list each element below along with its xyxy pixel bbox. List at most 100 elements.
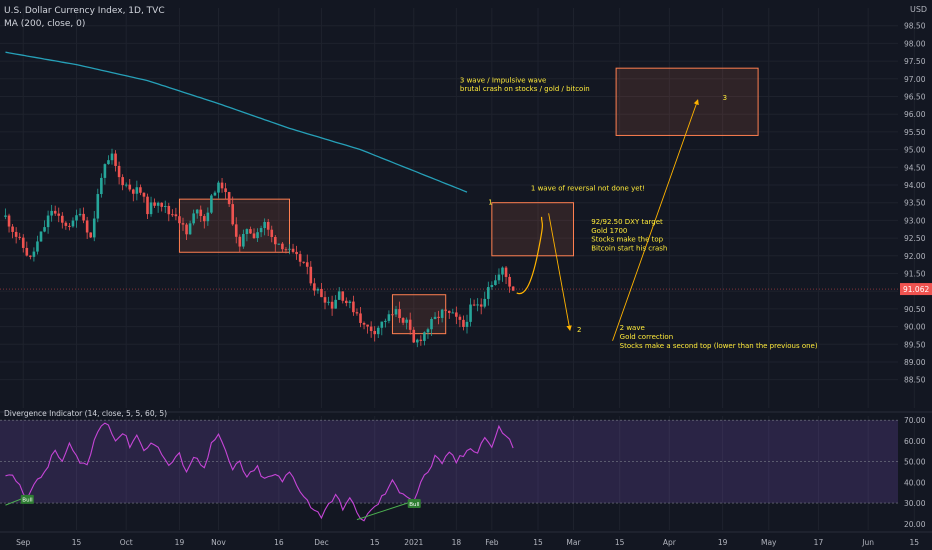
time-tick-label: May (761, 538, 777, 547)
annotation-text: Gold correction (620, 333, 674, 341)
candle-body (284, 249, 288, 251)
ma-line (5, 51, 468, 193)
indicator-pane: Bull Bull Divergence Indicator (14, close,… (0, 409, 932, 529)
candle-body (82, 213, 85, 221)
candle-body (416, 339, 419, 343)
price-tick-label: 98.00 (904, 39, 926, 48)
candle-body (36, 241, 39, 252)
candle-body (7, 215, 11, 227)
candle-body (398, 309, 401, 319)
candle-body (231, 204, 234, 225)
price-tick-label: 96.50 (904, 92, 926, 101)
candle-body (423, 332, 426, 341)
price-tick-label: 90.50 (904, 305, 926, 314)
candle-body (497, 274, 501, 281)
candle-body (302, 261, 305, 263)
candle-body (110, 153, 114, 161)
candle-body (348, 301, 352, 304)
time-tick-label: 15 (370, 538, 380, 547)
candle-body (171, 214, 174, 216)
candle-body (433, 316, 437, 320)
candle-body (341, 291, 345, 301)
price-axis[interactable]: 88.5089.0089.5090.0090.5091.0091.5092.00… (900, 22, 932, 385)
candle-body (345, 300, 348, 304)
candle-body (68, 225, 71, 227)
annotation-box (178, 198, 290, 253)
candle-body (451, 312, 455, 314)
time-tick-label: Jun (861, 538, 874, 547)
candle-body (89, 232, 92, 238)
candle-body (487, 287, 490, 299)
annotation-text: 3 (723, 94, 727, 102)
candle-body (359, 313, 362, 323)
candle-body (408, 319, 412, 330)
price-tick-label: 89.50 (904, 340, 926, 349)
wave-1-curve (516, 216, 544, 295)
candle-body (238, 236, 242, 247)
candle-body (458, 316, 462, 320)
candles (4, 148, 515, 348)
indicator-tick-label: 30.00 (904, 499, 926, 508)
candle-body (11, 226, 14, 232)
candle-body (153, 202, 156, 206)
candle-body (181, 223, 185, 225)
price-tick-label: 97.50 (904, 57, 926, 66)
candle-body (369, 326, 373, 331)
candle-body (270, 229, 274, 237)
time-tick-label: 2021 (404, 538, 423, 547)
candle-body (160, 202, 163, 207)
annotation-box (615, 67, 759, 136)
indicator-title: Divergence Indicator (14, close, 5, 5, 6… (4, 409, 167, 418)
candle-body (210, 195, 213, 213)
candle-body (426, 329, 430, 333)
annotation-text: Stocks make a second top (lower than the… (620, 342, 818, 350)
time-tick-label: 17 (814, 538, 824, 547)
candle-body (511, 286, 515, 291)
candle-body (39, 231, 43, 242)
candle-body (465, 321, 469, 327)
candle-body (132, 189, 135, 194)
price-tick-label: 94.00 (904, 181, 926, 190)
candle-body (21, 237, 25, 248)
candle-body (174, 214, 178, 217)
candle-body (391, 314, 394, 316)
indicator-tick-label: 60.00 (904, 437, 926, 446)
candle-body (43, 227, 46, 232)
candle-body (117, 165, 121, 178)
divergence-badge (20, 494, 34, 504)
candle-body (298, 254, 302, 262)
price-tick-label: 94.50 (904, 163, 926, 172)
annotation-text: brutal crash on stocks / gold / bitcoin (460, 85, 590, 93)
annotation-text: Gold 1700 (591, 227, 627, 235)
candle-body (288, 248, 291, 250)
time-axis[interactable]: Sep 15 Oct 19 Nov 16 Dec 15 2021 18 Feb 15 Mar 15 Apr 1… (0, 531, 932, 547)
price-tick-label: 97.00 (904, 75, 926, 84)
candle-body (277, 243, 281, 245)
candle-body (472, 304, 476, 306)
candle-body (242, 234, 245, 247)
time-tick-label: Oct (120, 538, 133, 547)
candle-body (107, 160, 110, 165)
candle-body (220, 182, 224, 189)
candle-body (192, 213, 195, 224)
chart-title: U.S. Dollar Currency Index, 1D, TVC (4, 6, 165, 16)
candle-body (380, 321, 384, 328)
annotation-text: 1 wave of reversal not done yet! (531, 184, 645, 192)
candle-body (121, 177, 124, 186)
candle-body (295, 251, 298, 255)
candle-body (18, 236, 21, 238)
time-tick-label: 19 (175, 538, 185, 547)
last-price-label: 91.062 (903, 285, 929, 294)
candle-body (483, 298, 487, 307)
candle-body (281, 243, 284, 250)
price-tick-label: 95.00 (904, 146, 926, 155)
candle-body (320, 288, 323, 298)
candle-body (387, 314, 391, 321)
annotation-box (491, 202, 575, 257)
ma-200-line (5, 51, 468, 193)
candle-body (373, 330, 376, 335)
candle-body (504, 267, 508, 277)
candle-body (50, 210, 53, 216)
